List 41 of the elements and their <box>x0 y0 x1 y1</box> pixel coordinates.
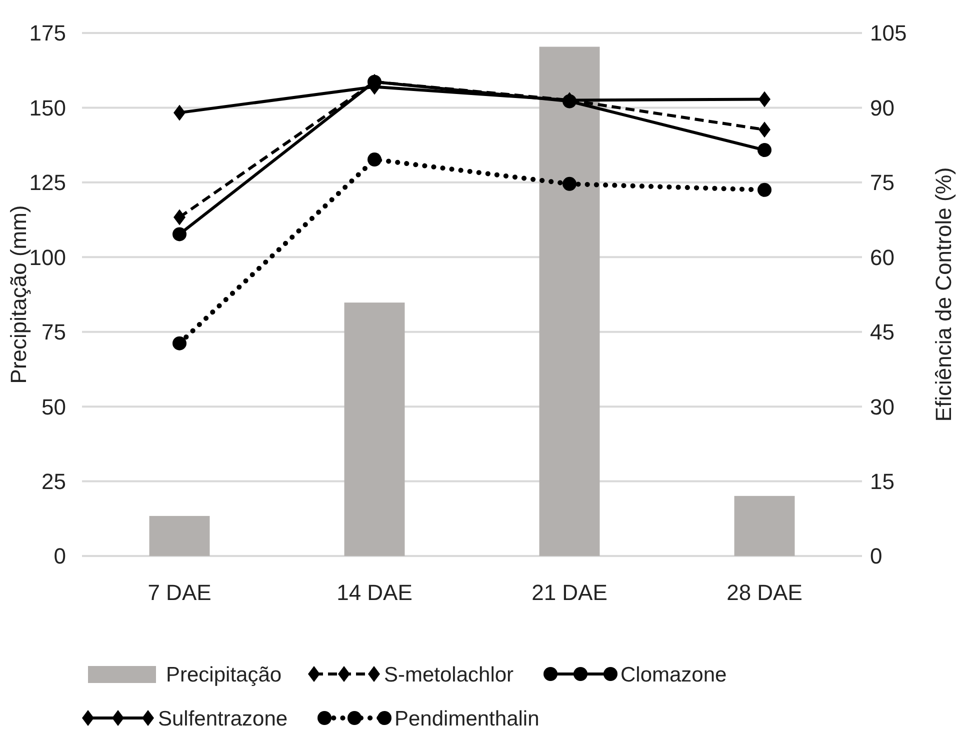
y2-tick-label: 75 <box>870 170 894 196</box>
bar <box>344 302 405 556</box>
y-tick-label: 25 <box>42 468 66 494</box>
y-tick-label: 175 <box>29 20 66 46</box>
point <box>758 182 772 197</box>
point <box>758 91 770 108</box>
legend-label: S-metolachlor <box>384 663 514 686</box>
y2-axis-title: Eficiência de Controle (%) <box>931 167 956 422</box>
x-tick-label: 14 DAE <box>336 580 412 605</box>
point <box>174 104 186 121</box>
legend-label: Pendimenthalin <box>394 707 540 730</box>
legend-label: Sulfentrazone <box>158 707 288 730</box>
point <box>368 152 382 167</box>
y2-tick-label: 105 <box>870 20 907 46</box>
y-tick-label: 100 <box>29 244 66 270</box>
x-tick-label: 28 DAE <box>726 580 802 605</box>
legend-label: Clomazone <box>620 663 727 686</box>
y-axis-title: Precipitação (mm) <box>6 205 31 384</box>
y2-tick-label: 30 <box>870 394 894 420</box>
x-tick-label: 21 DAE <box>532 580 608 605</box>
y-tick-label: 0 <box>54 544 66 569</box>
bar <box>539 46 600 556</box>
legend-label: Precipitação <box>166 663 282 686</box>
y-tick-label: 75 <box>42 320 66 345</box>
y2-tick-label: 90 <box>870 95 894 120</box>
point <box>172 336 186 350</box>
x-tick-label: 7 DAE <box>148 580 212 605</box>
point <box>172 227 186 242</box>
point <box>174 209 186 226</box>
y2-tick-label: 60 <box>870 244 894 270</box>
point <box>758 143 772 158</box>
y-tick-label: 50 <box>42 394 66 420</box>
y2-tick-label: 15 <box>870 468 894 494</box>
bar <box>149 516 210 556</box>
point <box>562 176 576 191</box>
y2-tick-label: 0 <box>870 544 882 569</box>
bar <box>734 496 795 556</box>
y2-tick-label: 45 <box>870 320 894 345</box>
y-tick-label: 150 <box>29 95 66 120</box>
y-tick-label: 125 <box>29 170 66 196</box>
point <box>758 122 770 138</box>
